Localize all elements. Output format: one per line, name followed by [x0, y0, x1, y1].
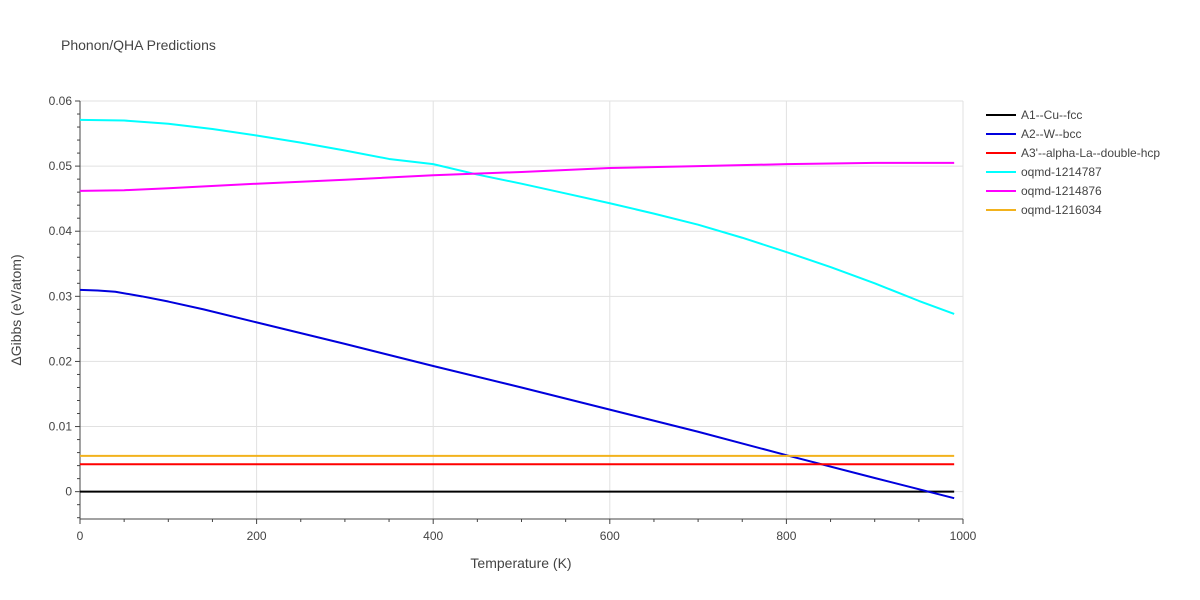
y-axis-label: ΔGibbs (eV/atom): [8, 254, 24, 365]
y-tick-label: 0.05: [49, 159, 73, 173]
y-tick-label: 0.02: [49, 354, 73, 368]
series-line-5: [79, 161, 955, 192]
x-tick-label: 600: [600, 529, 620, 543]
x-tick-label: 400: [423, 529, 443, 543]
legend-item-1[interactable]: A1--Cu--fcc: [986, 108, 1082, 122]
y-tick-label: 0.04: [49, 224, 73, 238]
legend-label: oqmd-1214876: [1021, 184, 1102, 198]
series-line-2: [79, 288, 955, 500]
series-layer: [79, 118, 955, 500]
legend-label: A3'--alpha-La--double-hcp: [1021, 146, 1160, 160]
y-tick-label: 0.03: [49, 289, 73, 303]
x-tick-label: 200: [247, 529, 267, 543]
x-tick-label: 1000: [950, 529, 977, 543]
legend-item-5[interactable]: oqmd-1214876: [986, 184, 1102, 198]
legend-item-4[interactable]: oqmd-1214787: [986, 165, 1102, 179]
legend-label: A1--Cu--fcc: [1021, 108, 1082, 122]
legend-label: oqmd-1214787: [1021, 165, 1102, 179]
y-tick-label: 0.06: [49, 94, 73, 108]
legend-label: A2--W--bcc: [1021, 127, 1081, 141]
x-tick-label: 0: [77, 529, 84, 543]
x-axis-label: Temperature (K): [470, 555, 571, 571]
legend-item-6[interactable]: oqmd-1216034: [986, 203, 1102, 217]
legend-item-3[interactable]: A3'--alpha-La--double-hcp: [986, 146, 1160, 160]
legend: A1--Cu--fcc A2--W--bcc A3'--alpha-La--doub…: [986, 108, 1160, 217]
x-tick-label: 800: [776, 529, 796, 543]
x-tick-labels: 0 200 400 600 800 1000: [77, 529, 977, 543]
chart-title: Phonon/QHA Predictions: [61, 37, 216, 53]
y-tick-labels: 0 0.01 0.02 0.03 0.04 0.05 0.06: [49, 94, 73, 499]
series-line-4: [79, 118, 955, 315]
legend-label: oqmd-1216034: [1021, 203, 1102, 217]
y-tick-label: 0: [65, 485, 72, 499]
legend-item-2[interactable]: A2--W--bcc: [986, 127, 1081, 141]
axes: [75, 100, 964, 524]
y-tick-label: 0.01: [49, 420, 73, 434]
